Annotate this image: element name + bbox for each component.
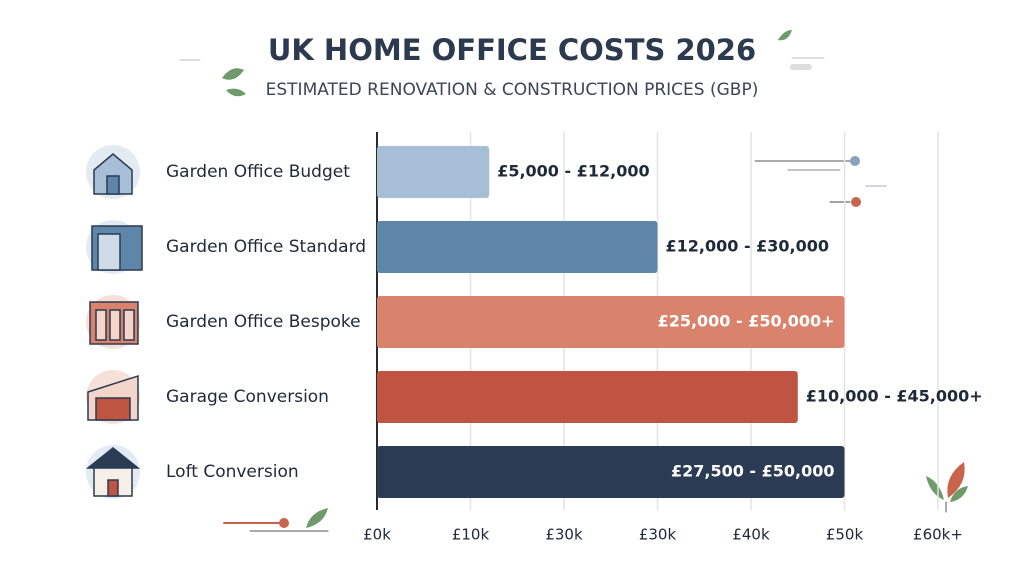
x-tick-label: £10k (452, 526, 490, 544)
bar (377, 296, 845, 348)
chart-title: UK HOME OFFICE COSTS 2026 (268, 33, 756, 67)
bar (377, 146, 490, 198)
value-label: £27,500 - £50,000 (671, 462, 835, 481)
x-tick-label: £30k (639, 526, 677, 544)
decorations (179, 30, 968, 532)
category-label: Garden Office Standard (166, 237, 366, 257)
x-tick-label: £40k (732, 526, 770, 544)
chart-subtitle: ESTIMATED RENOVATION & CONSTRUCTION PRIC… (266, 80, 759, 100)
icons (85, 145, 143, 499)
x-tick-label: £0k (363, 526, 391, 544)
value-label: £25,000 - £50,000+ (658, 312, 835, 331)
bar (377, 371, 798, 423)
category-label: Garage Conversion (166, 387, 329, 407)
x-tick-label: £60k+ (913, 526, 963, 544)
bar (377, 221, 658, 273)
value-label: £5,000 - £12,000 (497, 162, 649, 181)
x-tick-label: £30k (545, 526, 583, 544)
value-label: £12,000 - £30,000 (666, 237, 830, 256)
category-label: Loft Conversion (166, 462, 299, 482)
x-tick-label: £50k (826, 526, 864, 544)
bar (377, 446, 845, 498)
category-label: Garden Office Bespoke (166, 312, 361, 332)
value-label: £10,000 - £45,000+ (806, 387, 983, 406)
category-label: Garden Office Budget (166, 162, 350, 182)
